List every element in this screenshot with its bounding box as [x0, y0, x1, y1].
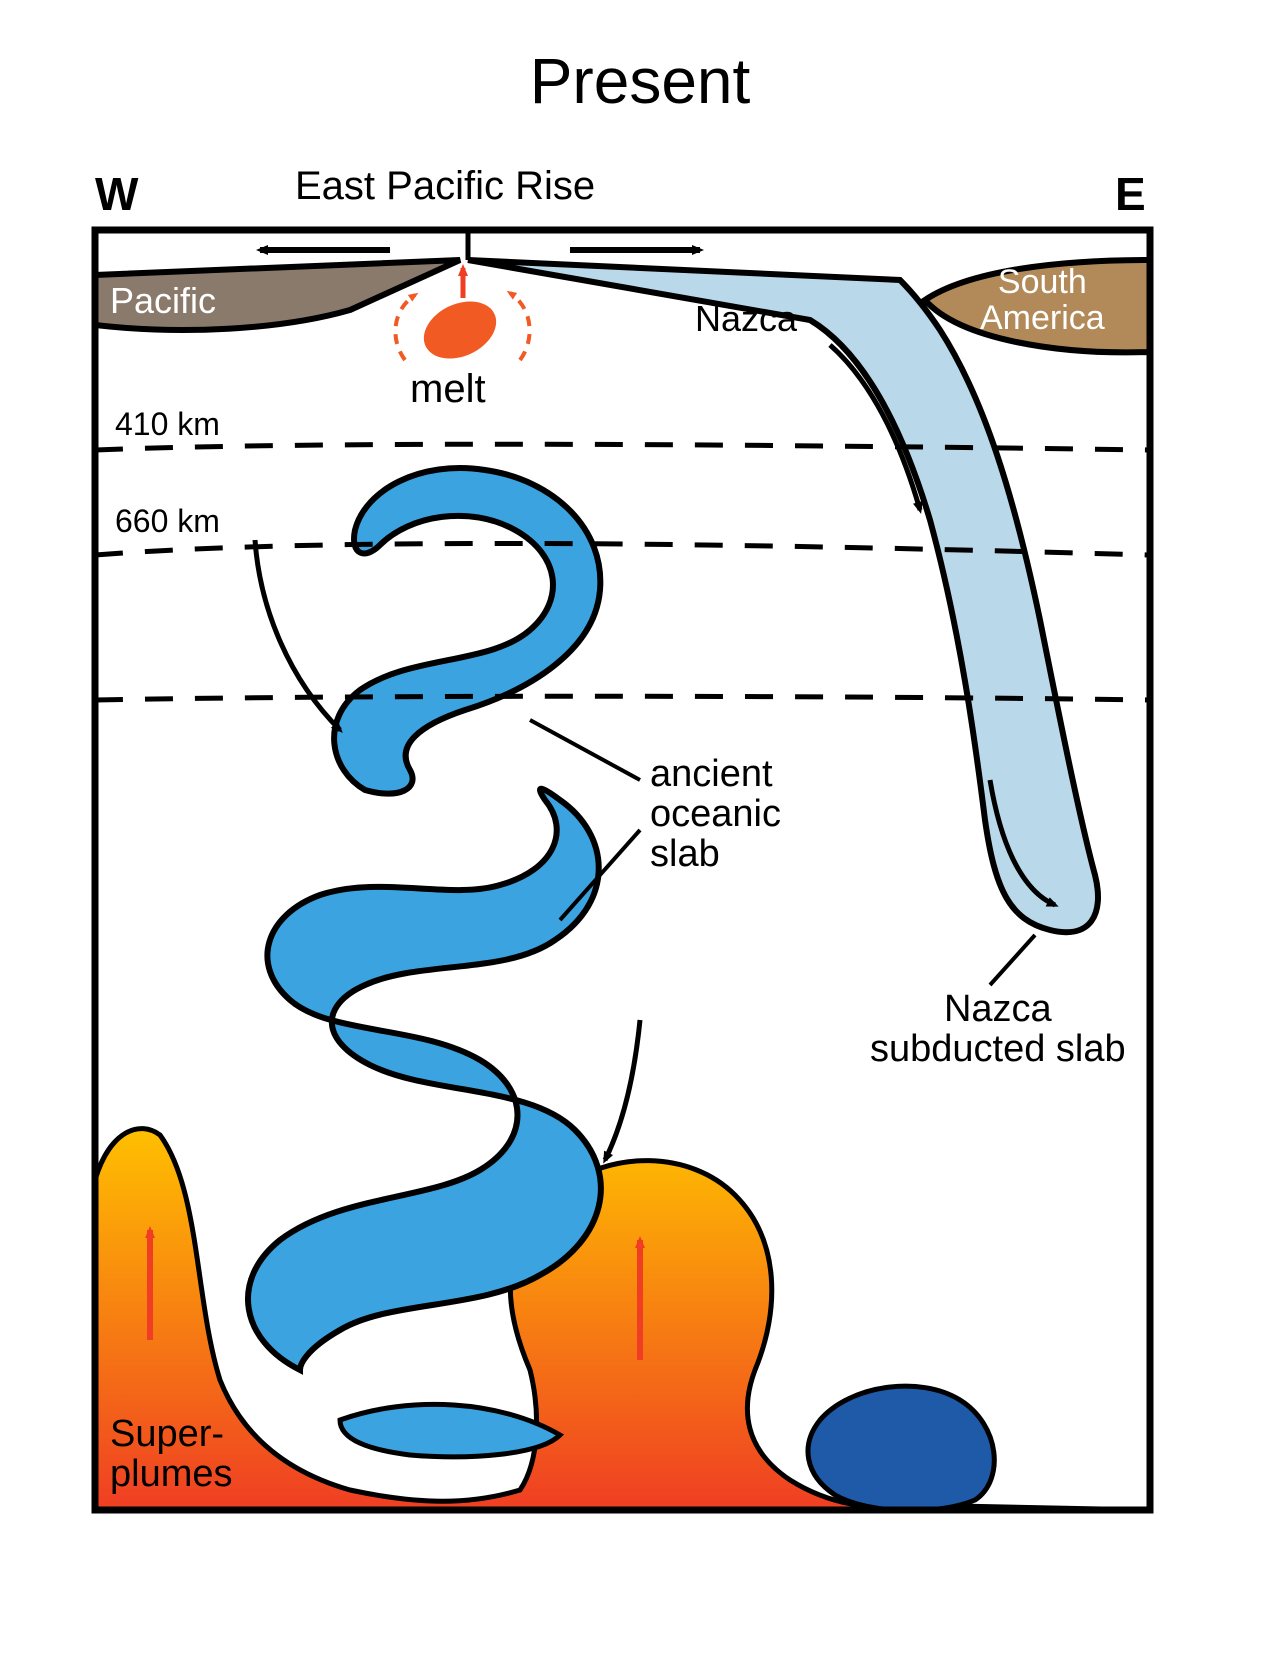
dark-blob	[808, 1386, 994, 1511]
melt-label: melt	[410, 368, 486, 410]
ancient-slab-upper	[334, 468, 600, 794]
superplumes-label: Super- plumes	[110, 1415, 233, 1495]
title: Present	[0, 48, 1280, 115]
leader-ancient-1	[530, 720, 640, 780]
diagram-svg	[0, 0, 1280, 1654]
depth-660-label: 660 km	[115, 505, 220, 539]
pacific-label: Pacific	[110, 282, 216, 320]
ancient-slab-sliver	[340, 1404, 560, 1456]
compass-west: W	[95, 170, 138, 218]
nazca-label: Nazca	[695, 300, 797, 338]
compass-east: E	[1115, 170, 1146, 218]
melt-blob	[415, 290, 506, 369]
depth-410-label: 410 km	[115, 408, 220, 442]
header-label: East Pacific Rise	[295, 165, 595, 207]
south-america-label: South America	[980, 265, 1105, 336]
sink-arrow-right	[605, 1020, 640, 1160]
melt-circ-left	[395, 295, 415, 360]
nazca-slab-label: Nazca subducted slab	[870, 990, 1126, 1070]
ancient-slab-label: ancient oceanic slab	[650, 755, 781, 875]
leader-nazca	[990, 935, 1035, 985]
sink-arrow-left	[255, 540, 340, 730]
melt-circ-right	[510, 293, 530, 360]
